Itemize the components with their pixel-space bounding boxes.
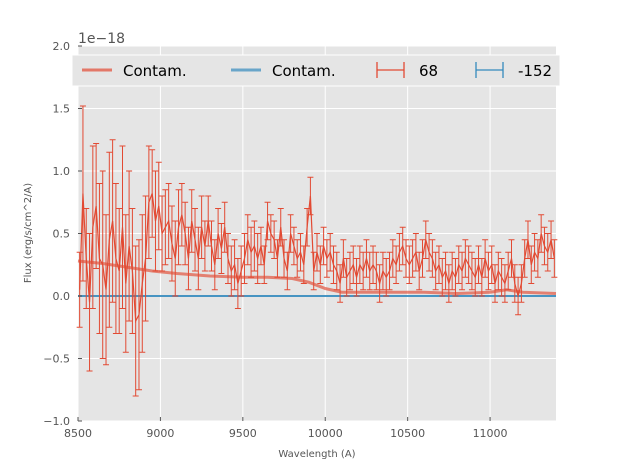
y-tick-label: 0.0 xyxy=(53,290,71,303)
legend-label-152: -152 xyxy=(518,62,552,80)
y-tick-label: 1.5 xyxy=(53,103,71,116)
legend-swatch-68 xyxy=(376,62,405,78)
series-errorbar-2 xyxy=(76,105,558,397)
x-tick-label: 9000 xyxy=(146,427,174,440)
y-tick-label: 2.0 xyxy=(53,40,71,53)
y-tick-label: 1.0 xyxy=(53,165,71,178)
ticks: 8500 9000 9500 10000 10500 11000 −1.0 −0.5 0.0 0.… xyxy=(43,40,507,440)
x-tick-label: 10500 xyxy=(390,427,425,440)
x-tick-label: 11000 xyxy=(473,427,508,440)
legend-label-contam-red: Contam. xyxy=(123,62,187,80)
x-axis-label: Wavelength (A) xyxy=(278,449,355,460)
offset-text: 1e−18 xyxy=(78,31,125,47)
legend: Contam. Contam. 68 -152 xyxy=(71,54,561,87)
x-tick-label: 8500 xyxy=(64,427,92,440)
y-axis-label: Flux (erg/s/cm^2/A) xyxy=(23,183,34,283)
x-tick-label: 9500 xyxy=(229,427,257,440)
series-layer xyxy=(76,105,558,397)
y-tick-label: 0.5 xyxy=(53,228,71,241)
x-tick-label: 10000 xyxy=(308,427,343,440)
series-line-2 xyxy=(79,193,555,324)
legend-label-contam-blue: Contam. xyxy=(272,62,336,80)
y-tick-label: −1.0 xyxy=(43,415,70,428)
legend-label-68: 68 xyxy=(419,62,438,80)
legend-swatch-152 xyxy=(475,62,504,78)
y-tick-label: −0.5 xyxy=(43,353,70,366)
